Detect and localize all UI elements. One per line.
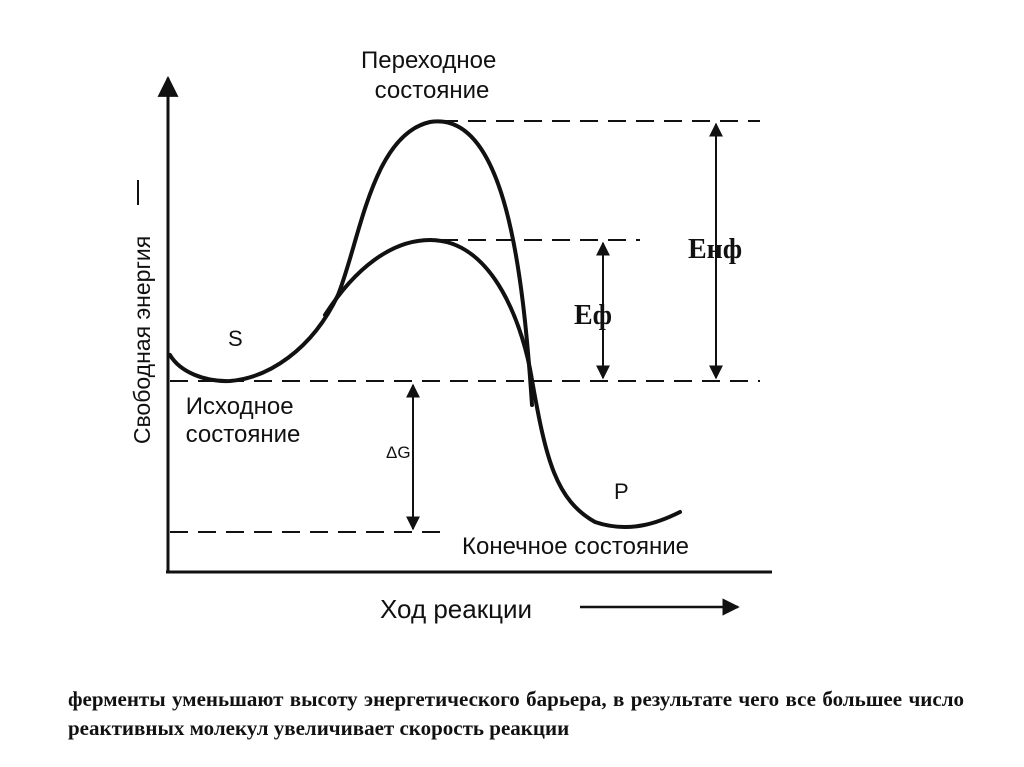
e-nf-label: Енф (688, 234, 742, 265)
caption-text: ферменты уменьшают высоту энергетическог… (68, 687, 964, 740)
y-axis-label: Свободная энергия (129, 236, 155, 444)
uncatalyzed-curve (168, 119, 534, 407)
x-axis-label: Ход реакции (380, 594, 532, 624)
product-label: P (614, 479, 629, 504)
substrate-label: S (228, 326, 243, 351)
energy-diagram: Свободная энергия Ход реакции Переходное… (129, 47, 772, 624)
catalyzed-curve (323, 237, 682, 530)
delta-g-label: ΔG (386, 443, 411, 462)
transition-state-label: Переходное состояние (361, 47, 503, 104)
initial-state-label: Исходное состояние (186, 393, 301, 448)
e-f-label: Еф (574, 300, 612, 331)
final-state-label: Конечное состояние (462, 533, 689, 560)
